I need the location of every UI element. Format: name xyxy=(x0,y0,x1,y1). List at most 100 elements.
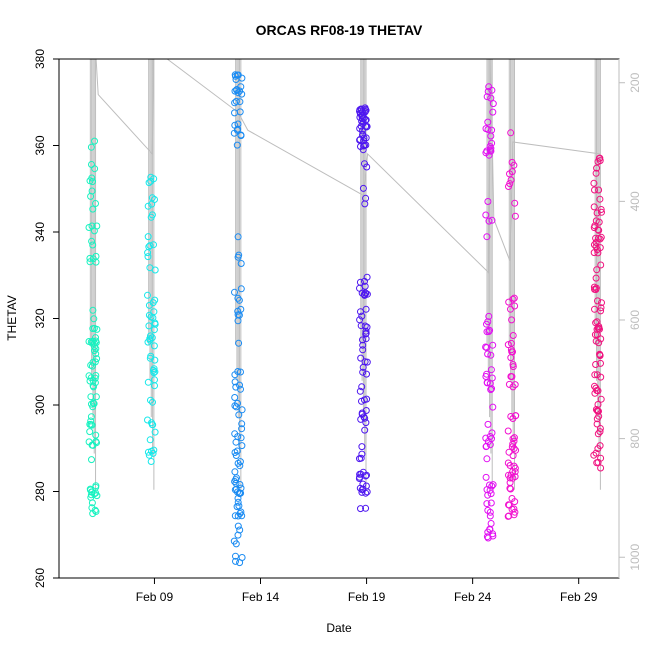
data-point xyxy=(88,400,95,408)
data-point xyxy=(234,399,241,407)
data-point xyxy=(597,454,605,462)
y-tick-label: 300 xyxy=(33,395,47,415)
data-point xyxy=(358,443,366,451)
data-point xyxy=(88,187,96,195)
data-point xyxy=(231,512,239,520)
data-point xyxy=(359,336,366,344)
data-point xyxy=(594,387,602,395)
data-point xyxy=(595,186,603,194)
data-point xyxy=(511,464,519,472)
data-point xyxy=(489,341,497,349)
data-point xyxy=(231,99,239,107)
data-point xyxy=(593,420,601,428)
data-point xyxy=(87,143,95,151)
data-point xyxy=(238,425,246,433)
data-point xyxy=(237,285,245,293)
data-point xyxy=(237,83,245,91)
data-point xyxy=(597,464,605,472)
data-point xyxy=(236,458,244,466)
data-point xyxy=(483,93,491,101)
data-point xyxy=(86,485,94,493)
data-point xyxy=(151,368,159,376)
data-point xyxy=(509,440,517,448)
data-point xyxy=(93,355,101,363)
data-point xyxy=(358,409,366,417)
data-point xyxy=(87,413,95,421)
data-point xyxy=(597,206,605,213)
data-point xyxy=(231,478,239,485)
y-tick-label: 340 xyxy=(33,222,47,242)
data-point xyxy=(359,346,367,354)
data-point xyxy=(362,305,370,313)
data-point xyxy=(88,504,96,512)
data-point xyxy=(357,454,365,462)
data-point xyxy=(594,445,602,453)
data-point xyxy=(592,234,600,242)
data-point xyxy=(92,258,100,266)
data-point xyxy=(87,421,95,428)
data-point xyxy=(483,233,491,241)
x-tick-label: Feb 19 xyxy=(348,590,386,604)
data-point xyxy=(151,356,159,364)
data-point xyxy=(149,398,156,406)
data-point xyxy=(482,343,490,351)
data-point xyxy=(150,175,158,183)
x-axis-label: Date xyxy=(326,621,352,635)
data-point xyxy=(148,211,156,219)
data-point xyxy=(234,459,242,467)
data-point xyxy=(235,339,243,347)
data-point xyxy=(511,508,519,516)
data-point xyxy=(488,86,496,94)
data-point xyxy=(89,205,97,213)
data-point xyxy=(236,98,244,106)
data-point xyxy=(488,482,496,490)
data-point xyxy=(597,395,605,403)
data-point xyxy=(358,488,366,496)
data-point xyxy=(507,129,515,137)
data-point xyxy=(237,434,245,442)
data-point xyxy=(362,141,370,149)
data-point xyxy=(92,339,100,347)
data-point xyxy=(511,199,519,207)
data-point xyxy=(362,327,370,335)
data-point xyxy=(489,530,497,538)
data-point xyxy=(92,200,99,207)
data-point xyxy=(89,178,96,186)
data-point xyxy=(235,251,243,259)
data-point xyxy=(92,350,100,358)
data-point xyxy=(363,123,370,131)
data-point xyxy=(144,378,152,386)
data-point xyxy=(595,154,603,162)
data-point xyxy=(596,350,604,358)
data-point xyxy=(90,400,98,408)
data-point xyxy=(232,383,240,391)
data-point xyxy=(85,372,93,380)
data-point xyxy=(145,322,153,330)
data-point xyxy=(234,522,242,530)
data-point xyxy=(358,397,365,405)
data-point xyxy=(598,299,605,307)
data-point xyxy=(231,449,239,456)
data-point xyxy=(487,499,495,507)
data-point xyxy=(484,534,492,542)
data-point xyxy=(230,537,238,545)
data-point xyxy=(592,361,600,368)
data-point xyxy=(232,552,239,560)
data-point xyxy=(144,338,152,346)
data-point xyxy=(150,308,158,316)
data-point xyxy=(234,498,242,506)
data-point xyxy=(144,291,151,299)
data-point xyxy=(509,383,517,391)
data-point xyxy=(508,373,516,381)
data-point xyxy=(151,266,159,274)
data-point xyxy=(504,459,512,467)
data-point xyxy=(150,369,158,377)
data-point xyxy=(597,373,605,381)
data-point xyxy=(484,88,492,95)
data-point xyxy=(233,503,241,511)
data-point xyxy=(506,170,513,178)
data-point xyxy=(89,358,97,366)
data-point xyxy=(231,394,239,401)
data-point xyxy=(357,415,365,423)
data-point xyxy=(235,411,243,419)
